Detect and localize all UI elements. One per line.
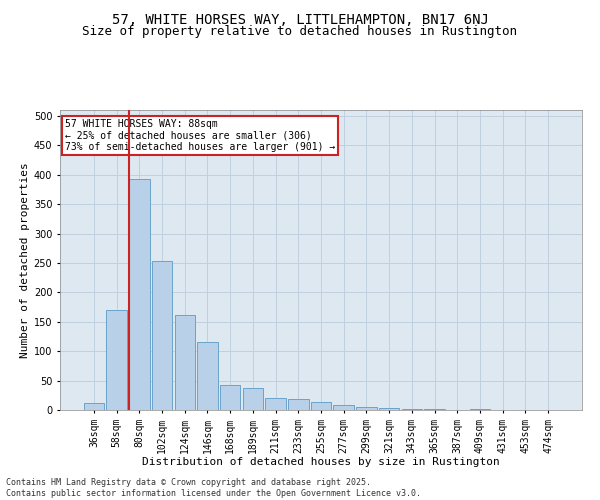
Bar bbox=[84, 403, 104, 410]
X-axis label: Distribution of detached houses by size in Rustington: Distribution of detached houses by size … bbox=[142, 457, 500, 467]
Bar bbox=[288, 400, 308, 410]
Bar bbox=[242, 388, 263, 410]
Bar bbox=[129, 179, 149, 410]
Bar bbox=[106, 310, 127, 410]
Bar bbox=[197, 342, 218, 410]
Text: Contains HM Land Registry data © Crown copyright and database right 2025.
Contai: Contains HM Land Registry data © Crown c… bbox=[6, 478, 421, 498]
Bar bbox=[311, 402, 331, 410]
Text: 57, WHITE HORSES WAY, LITTLEHAMPTON, BN17 6NJ: 57, WHITE HORSES WAY, LITTLEHAMPTON, BN1… bbox=[112, 12, 488, 26]
Bar bbox=[401, 409, 422, 410]
Bar bbox=[220, 384, 241, 410]
Bar bbox=[334, 406, 354, 410]
Text: Size of property relative to detached houses in Rustington: Size of property relative to detached ho… bbox=[83, 25, 517, 38]
Y-axis label: Number of detached properties: Number of detached properties bbox=[20, 162, 29, 358]
Bar bbox=[152, 261, 172, 410]
Bar bbox=[379, 408, 400, 410]
Bar bbox=[356, 407, 377, 410]
Text: 57 WHITE HORSES WAY: 88sqm
← 25% of detached houses are smaller (306)
73% of sem: 57 WHITE HORSES WAY: 88sqm ← 25% of deta… bbox=[65, 119, 335, 152]
Bar bbox=[265, 398, 286, 410]
Bar bbox=[175, 314, 195, 410]
